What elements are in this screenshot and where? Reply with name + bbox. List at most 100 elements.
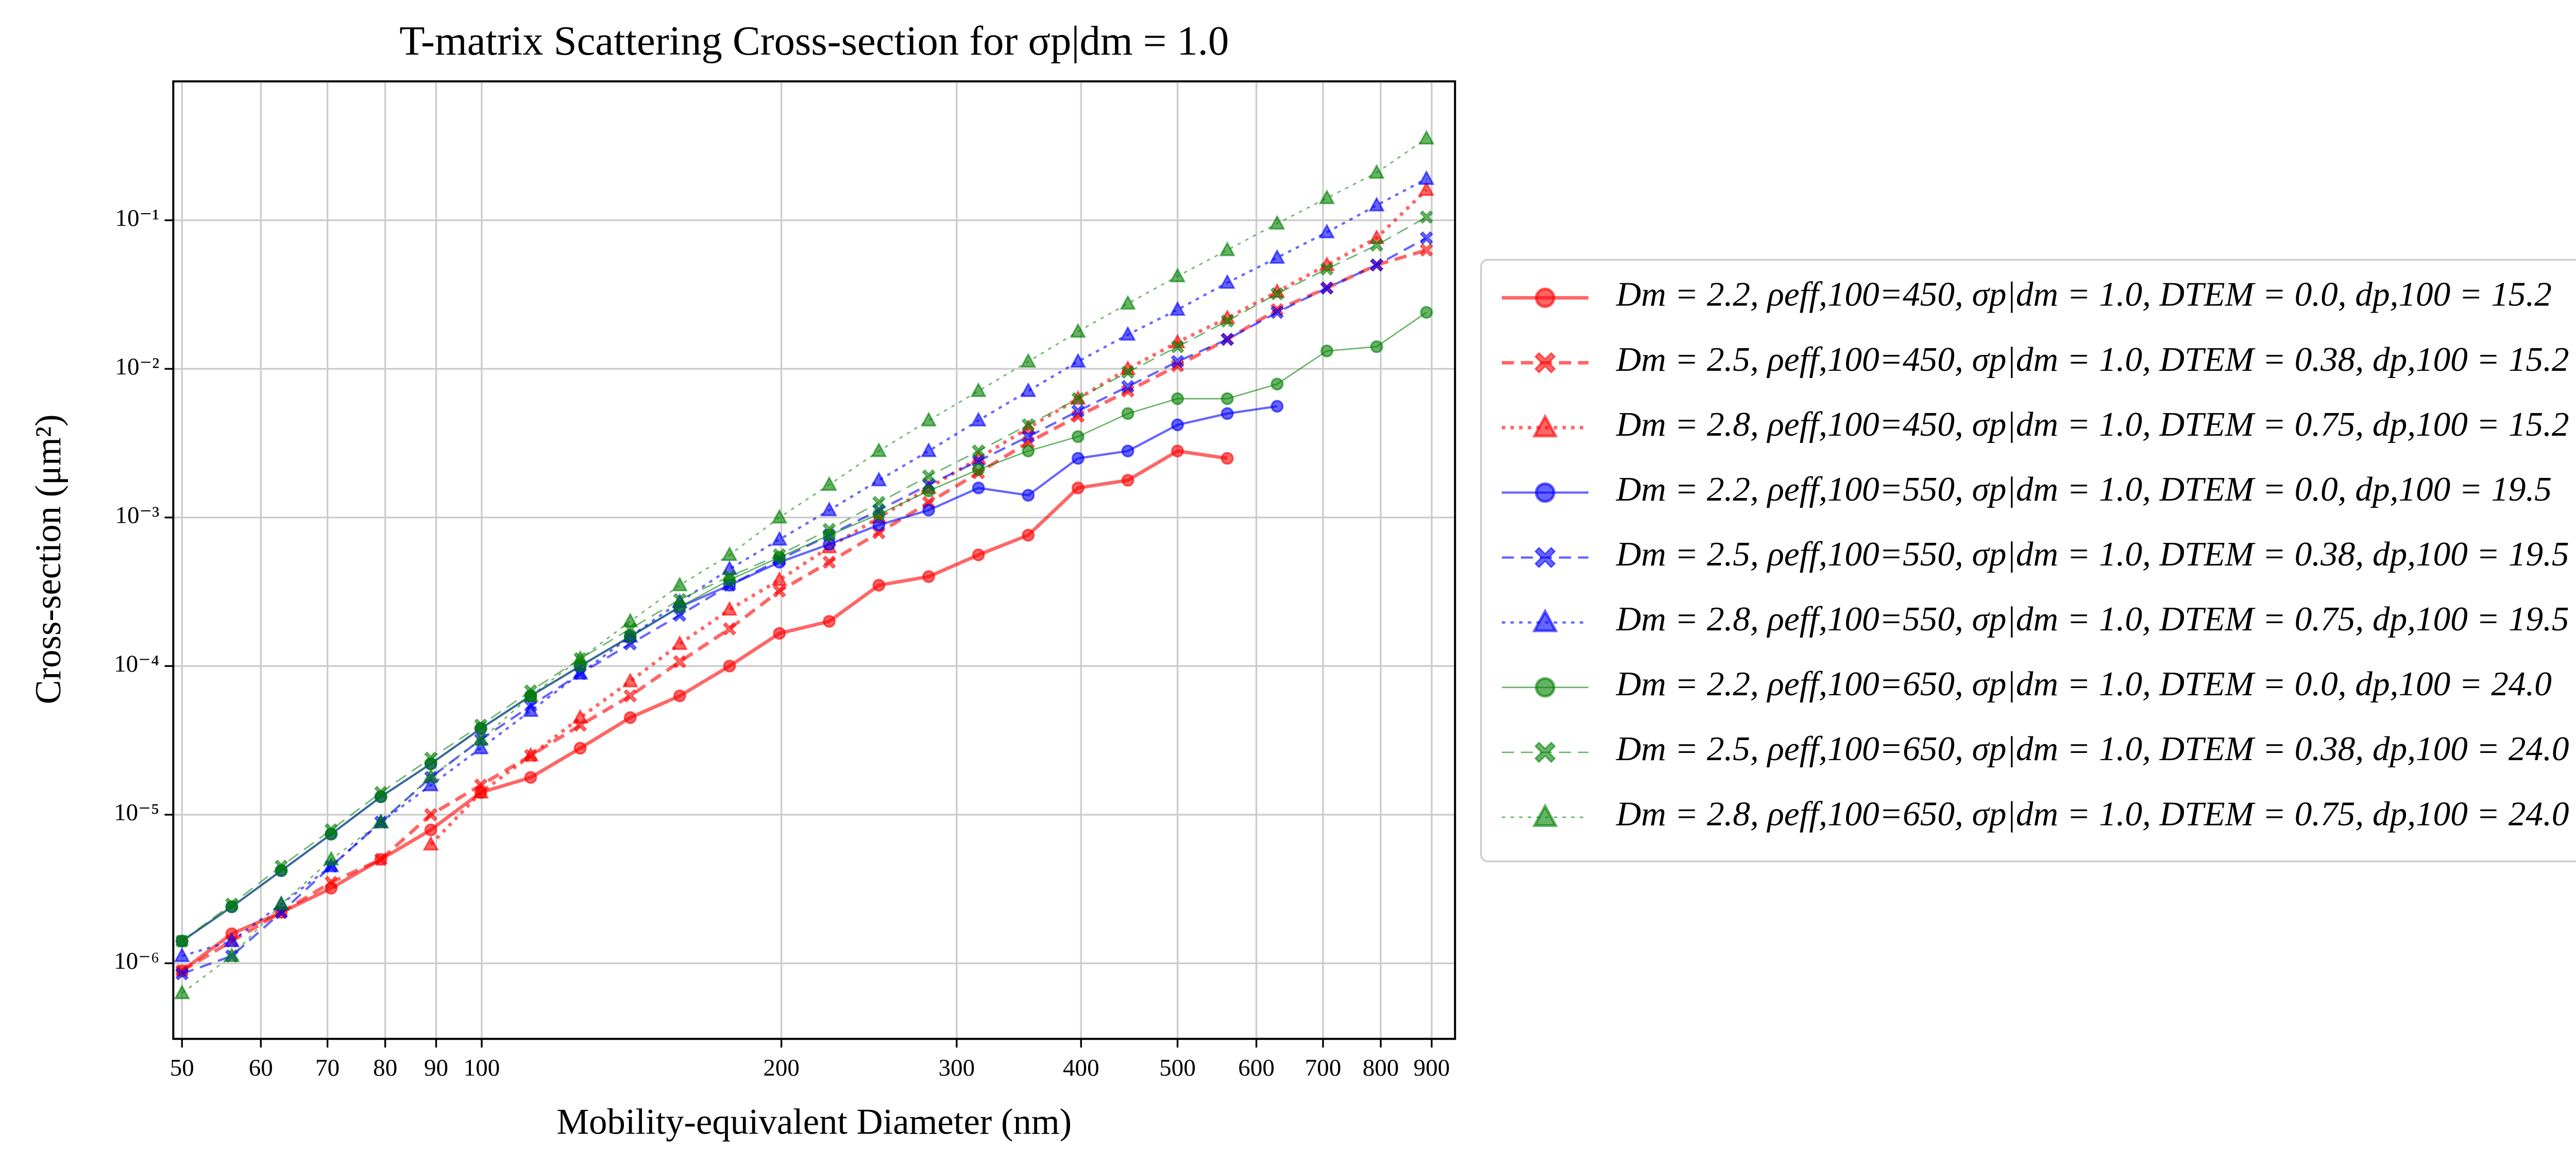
point: [324, 876, 338, 889]
x-tick-label: 400: [1063, 1055, 1099, 1082]
point: [374, 785, 388, 799]
point: [872, 578, 886, 592]
point: [1071, 392, 1085, 406]
series-line: [181, 237, 1427, 975]
point: [1121, 365, 1135, 379]
legend-marker: [1532, 414, 1558, 438]
point: [1370, 238, 1384, 252]
point: [422, 768, 439, 783]
point: [573, 742, 587, 755]
point: [1320, 281, 1334, 295]
series-line: [181, 216, 1427, 942]
point: [723, 570, 736, 584]
point: [522, 687, 539, 702]
y-tick-label: 10⁻³: [115, 502, 159, 529]
point: [1370, 340, 1383, 353]
legend-label: Dm = 2.5, ρeff,100=450, σp|dm = 1.0, DTE…: [1616, 340, 2569, 379]
point: [1021, 418, 1035, 432]
point: [522, 747, 539, 762]
point: [871, 471, 887, 487]
point: [1022, 444, 1035, 458]
y-tick-label: 10⁻⁵: [114, 799, 159, 826]
y-tick-label: 10⁻¹: [115, 204, 159, 231]
legend-label: Dm = 2.5, ρeff,100=650, σp|dm = 1.0, DTE…: [1616, 729, 2569, 768]
point: [474, 718, 488, 732]
x-tick-label: 500: [1159, 1055, 1196, 1082]
point: [1121, 444, 1134, 458]
point: [771, 571, 788, 586]
point: [175, 934, 189, 948]
point: [324, 823, 338, 837]
point: [822, 523, 836, 537]
point: [174, 984, 190, 1000]
point: [572, 664, 588, 680]
point: [1120, 325, 1136, 341]
point: [1418, 181, 1435, 196]
point: [922, 484, 936, 497]
legend-label: Dm = 2.8, ρeff,100=550, σp|dm = 1.0, DTE…: [1616, 599, 2569, 638]
point: [1270, 305, 1284, 319]
point: [673, 593, 687, 607]
legend-marker: [1535, 482, 1555, 503]
point: [922, 570, 936, 584]
x-tick-label: 600: [1238, 1055, 1275, 1082]
x-tick-label: 900: [1414, 1055, 1450, 1082]
x-tick-label: 300: [939, 1055, 975, 1082]
legend-marker: [1534, 742, 1556, 763]
point: [1171, 340, 1184, 354]
x-tick-label: 800: [1363, 1055, 1399, 1082]
legend-label: Dm = 2.2, ρeff,100=650, σp|dm = 1.0, DTE…: [1616, 664, 2552, 703]
point: [1221, 392, 1234, 405]
point: [970, 411, 987, 427]
point: [174, 947, 190, 963]
point: [424, 751, 438, 765]
point: [522, 702, 539, 717]
point: [1370, 258, 1384, 272]
y-tick-label: 10⁻⁴: [114, 650, 159, 677]
point: [572, 650, 588, 665]
legend-marker: [1534, 352, 1556, 374]
series-line: [181, 248, 1427, 972]
point: [623, 689, 637, 703]
point: [871, 442, 887, 457]
point: [623, 711, 637, 724]
series-line: [181, 312, 1427, 942]
point: [1121, 380, 1135, 393]
legend-box: [1480, 259, 2576, 863]
point: [970, 382, 987, 397]
point: [1169, 301, 1186, 316]
legend-label: Dm = 2.2, ρeff,100=450, σp|dm = 1.0, DTE…: [1616, 275, 2552, 314]
point: [823, 615, 836, 628]
point: [622, 612, 638, 628]
point: [723, 659, 736, 673]
point: [1368, 196, 1385, 212]
point: [224, 947, 240, 963]
point: [1022, 489, 1035, 502]
x-axis-label: Mobility-equivalent Diameter (nm): [556, 1102, 1072, 1142]
x-tick-label: 100: [464, 1055, 500, 1082]
point: [1121, 474, 1134, 487]
point: [673, 689, 686, 702]
point: [472, 731, 489, 746]
point: [1120, 295, 1136, 310]
point: [572, 709, 588, 724]
y-axis-label: Cross-section (μm²): [28, 414, 69, 704]
point: [1221, 314, 1234, 328]
point: [1320, 262, 1334, 276]
point: [772, 548, 786, 562]
point: [372, 813, 389, 829]
x-tick-label: 200: [763, 1055, 800, 1082]
point: [1070, 322, 1087, 338]
point: [1020, 382, 1037, 397]
x-tick-label: 70: [315, 1055, 340, 1082]
plot-frame: [172, 80, 1456, 1040]
point: [424, 823, 437, 836]
point: [1269, 249, 1285, 264]
point: [972, 463, 985, 476]
point: [424, 808, 438, 821]
point: [1071, 482, 1084, 494]
point: [1071, 404, 1085, 418]
point: [671, 635, 688, 650]
point: [1171, 355, 1184, 368]
